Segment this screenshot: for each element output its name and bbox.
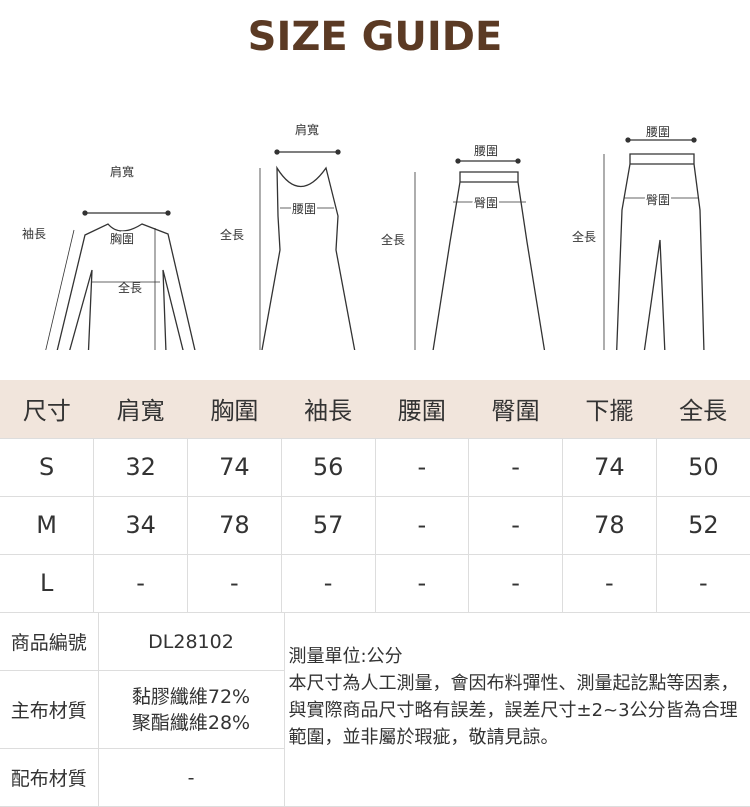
label-top-sleeve: 袖長 [22,226,46,241]
measurement-cell: - [374,553,470,613]
measurement-cell: - [280,553,376,613]
lining-label: 配布材質 [0,748,99,807]
label-skirt-length: 全長 [381,232,405,247]
size-cell: S [0,437,95,497]
dress-diagram [259,149,356,350]
disclaimer: 本尺寸為人工測量，會因布料彈性、測量起訖點等因素，與實際商品尺寸略有誤差，誤差尺… [288,673,739,748]
label-top-shoulder: 肩寬 [110,164,134,179]
measurement-cell: 78 [187,495,282,555]
product-code-value: DL28102 [97,612,285,671]
product-code-label: 商品編號 [0,612,99,671]
lining-row: 配布材質 - [0,748,750,807]
label-dress-length: 全長 [220,227,244,242]
unit-note: 測量單位:公分 [288,646,403,667]
measurement-cell: 34 [93,495,188,555]
lining-value: - [97,748,285,807]
size-table: 尺寸 肩寬 胸圍 袖長 腰圍 臀圍 下擺 全長 S 32 74 56- -74 50 M 34… [0,380,750,613]
header-hem: 下擺 [562,380,657,438]
label-top-chest: 胸圍 [110,231,134,246]
header-hip: 臀圍 [468,380,563,438]
measurement-cell: - [187,553,282,613]
label-dress-waist: 腰圍 [292,202,316,216]
measurement-cell: - [562,553,657,613]
top-diagram [45,210,196,350]
size-cell: L [0,553,95,613]
label-pants-length: 全長 [572,229,596,244]
label-skirt-hip: 臀圍 [474,196,498,210]
header-waist: 腰圍 [375,380,469,438]
measurement-note: 測量單位:公分 本尺寸為人工測量，會因布料彈性、測量起訖點等因素，與實際商品尺寸… [283,612,750,807]
main-fabric-value: 黏膠纖維72% 聚酯纖維28% [97,670,285,749]
measurement-cell: 57 [280,495,376,555]
measurement-cell: 52 [655,495,750,555]
label-pants-hip: 臀圍 [646,193,670,207]
label-dress-shoulder: 肩寬 [295,122,319,137]
header-length: 全長 [656,380,750,438]
measurement-cell: 78 [562,495,657,555]
header-sleeve: 袖長 [281,380,375,438]
size-row: L------- [0,553,750,613]
measurement-cell: - [374,437,470,497]
measurement-cell: 56 [280,437,376,497]
label-top-length: 全長 [118,280,142,295]
measurement-cell: 32 [93,437,188,497]
measurement-cell: - [93,553,188,613]
size-row: M 34 78 57- -78 52 [0,495,750,555]
label-pants-waist: 腰圍 [646,125,670,139]
fabric-line: 聚酯纖維28% [131,711,251,734]
garment-measurement-diagram: 肩寬 袖長 胸圍 全長 肩寬 全長 腰圍 腰圍 臀圍 全長 腰圍 臀圍 全長 [22,122,705,350]
size-row: S 32 74 56- -74 50 [0,437,750,497]
measurement-cell: 50 [655,437,750,497]
pants-diagram [603,137,705,350]
fabric-line: 黏膠纖維72% [131,685,251,708]
product-code-row: 商品編號 DL28102 測量單位:公分 本尺寸為人工測量，會因布料彈性、測量起… [0,612,750,807]
size-cell: M [0,495,95,555]
measurement-cell: 74 [187,437,282,497]
header-chest: 胸圍 [187,380,282,438]
measurement-cell: - [374,495,470,555]
header-size: 尺寸 [0,380,94,438]
page-title: SIZE GUIDE [247,14,503,60]
main-fabric-row: 主布材質 黏膠纖維72% 聚酯纖維28% [0,670,750,749]
header-shoulder: 肩寬 [93,380,188,438]
product-info-table: 商品編號 DL28102 測量單位:公分 本尺寸為人工測量，會因布料彈性、測量起… [0,612,750,807]
measurement-cell: 74 [562,437,657,497]
measurement-cell: - [468,495,563,555]
size-table-header: 尺寸 肩寬 胸圍 袖長 腰圍 臀圍 下擺 全長 [0,380,750,438]
measurement-cell: - [468,553,563,613]
main-fabric-label: 主布材質 [0,670,99,749]
measurement-cell: - [655,553,750,613]
label-skirt-waist: 腰圍 [474,144,498,158]
skirt-diagram [414,158,546,350]
measurement-cell: - [468,437,563,497]
